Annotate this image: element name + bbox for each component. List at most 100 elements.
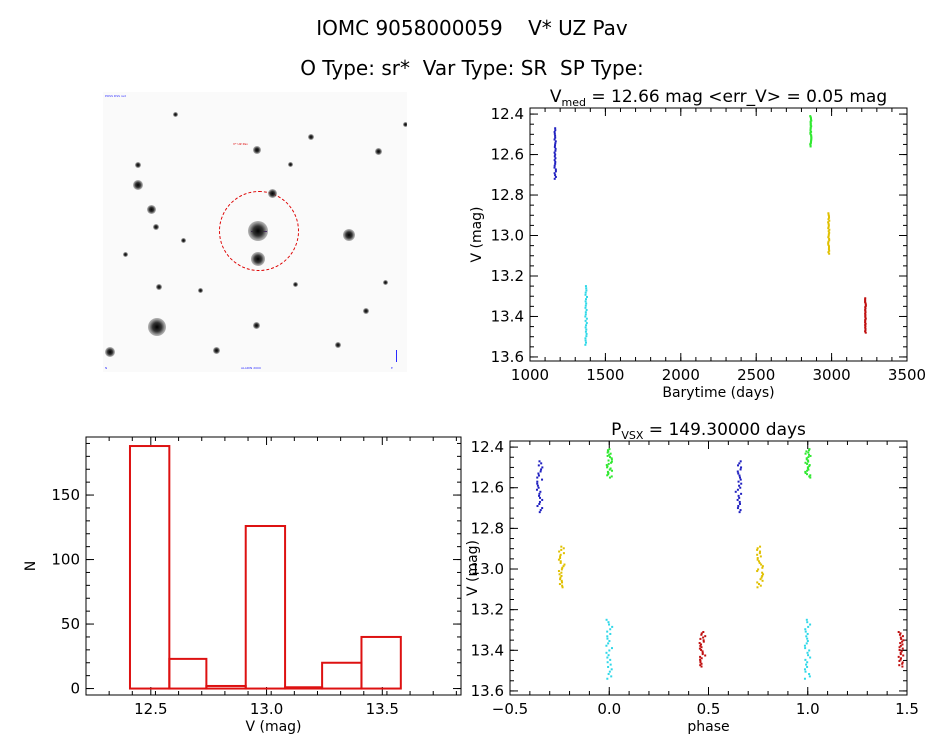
data-point bbox=[757, 583, 760, 586]
data-point bbox=[607, 665, 610, 668]
data-point bbox=[809, 474, 812, 477]
data-point bbox=[584, 313, 587, 316]
data-point bbox=[864, 299, 867, 302]
data-point bbox=[584, 306, 587, 309]
x-tick-label: 1000 bbox=[511, 366, 549, 384]
data-point bbox=[806, 467, 809, 470]
star bbox=[343, 229, 355, 241]
data-point bbox=[756, 570, 759, 573]
data-point bbox=[585, 309, 588, 312]
data-point bbox=[806, 473, 809, 476]
data-point bbox=[759, 584, 762, 587]
data-point bbox=[537, 464, 540, 467]
data-point bbox=[562, 547, 565, 550]
data-point bbox=[554, 162, 557, 165]
data-point bbox=[827, 251, 830, 254]
data-point bbox=[738, 476, 741, 479]
data-point bbox=[898, 633, 901, 636]
data-point bbox=[585, 322, 588, 325]
data-point bbox=[899, 642, 902, 645]
data-point bbox=[827, 227, 830, 230]
data-point bbox=[607, 462, 610, 465]
data-point bbox=[805, 642, 808, 645]
data-point bbox=[562, 552, 565, 555]
data-point bbox=[536, 482, 539, 485]
data-point bbox=[808, 448, 811, 451]
data-point bbox=[809, 128, 812, 131]
data-point bbox=[864, 315, 867, 318]
data-point bbox=[704, 635, 707, 638]
data-point bbox=[539, 496, 542, 499]
data-point bbox=[584, 330, 587, 333]
data-point bbox=[828, 216, 831, 219]
data-point bbox=[536, 505, 539, 508]
data-point bbox=[809, 118, 812, 121]
data-point bbox=[810, 130, 813, 133]
data-point bbox=[584, 337, 587, 340]
data-point bbox=[561, 586, 564, 589]
data-point bbox=[540, 462, 543, 465]
data-point bbox=[864, 309, 867, 312]
data-point bbox=[609, 452, 612, 455]
data-point bbox=[605, 651, 608, 654]
data-point bbox=[901, 661, 904, 664]
data-point bbox=[734, 490, 737, 493]
data-point bbox=[809, 142, 812, 145]
data-point bbox=[606, 470, 609, 473]
data-point bbox=[557, 570, 560, 573]
data-point bbox=[827, 215, 830, 218]
data-point bbox=[864, 301, 867, 304]
data-point bbox=[559, 553, 562, 556]
y-tick-label: 13.6 bbox=[491, 348, 524, 366]
data-point bbox=[554, 157, 557, 160]
data-point bbox=[898, 646, 901, 649]
data-point bbox=[807, 453, 810, 456]
data-point bbox=[700, 633, 703, 636]
data-point bbox=[806, 632, 809, 635]
data-point bbox=[864, 312, 867, 315]
star bbox=[173, 112, 178, 117]
star bbox=[153, 224, 159, 230]
data-point bbox=[701, 653, 704, 656]
star bbox=[123, 252, 128, 257]
data-point bbox=[804, 452, 807, 455]
data-point bbox=[605, 618, 608, 621]
data-point bbox=[809, 124, 812, 127]
data-point bbox=[864, 318, 867, 321]
data-point bbox=[809, 454, 812, 457]
data-point bbox=[553, 130, 556, 133]
data-point bbox=[806, 462, 809, 465]
data-point bbox=[756, 557, 759, 560]
data-point bbox=[864, 307, 867, 310]
data-point bbox=[902, 639, 905, 642]
data-point bbox=[756, 558, 759, 561]
data-point bbox=[701, 651, 704, 654]
data-point bbox=[610, 647, 613, 650]
data-point bbox=[554, 170, 557, 173]
data-point bbox=[828, 228, 831, 231]
data-point bbox=[804, 658, 807, 661]
data-point bbox=[560, 568, 563, 571]
data-point bbox=[554, 147, 557, 150]
star bbox=[135, 162, 141, 168]
data-point bbox=[827, 224, 830, 227]
data-point bbox=[537, 472, 540, 475]
data-point bbox=[553, 166, 556, 169]
data-point bbox=[806, 665, 809, 668]
data-point bbox=[700, 662, 703, 665]
data-point bbox=[804, 670, 807, 673]
x-tick-label: −0.5 bbox=[492, 700, 528, 718]
data-point bbox=[738, 462, 741, 465]
data-point bbox=[738, 474, 741, 477]
y-tick-label: 50 bbox=[61, 615, 80, 633]
data-point bbox=[864, 325, 867, 328]
data-point bbox=[756, 581, 759, 584]
data-point bbox=[810, 139, 813, 142]
data-point bbox=[898, 648, 901, 651]
data-point bbox=[584, 285, 587, 288]
data-point bbox=[901, 640, 904, 643]
data-point bbox=[901, 635, 904, 638]
data-point bbox=[902, 654, 905, 657]
data-point bbox=[809, 126, 812, 129]
data-point bbox=[864, 317, 867, 320]
